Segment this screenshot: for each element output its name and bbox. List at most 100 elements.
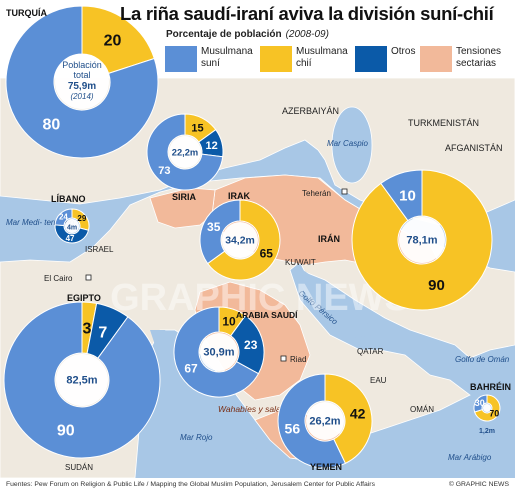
donut-egipto-suni-slice (3, 301, 161, 459)
watermark: GRAPHIC NEWS (110, 277, 410, 319)
donut-libano-population: 4m (67, 225, 77, 232)
donut-arabia_saudi-suni-value: 67 (184, 362, 198, 376)
donut-bahrein-suni-value: 30 (475, 398, 485, 408)
label-turkmenistan: TURKMENISTÁN (408, 118, 479, 128)
donut-iran-chii-value: 90 (428, 277, 445, 294)
credit: © GRAPHIC NEWS (448, 481, 509, 488)
label-mar-mediterraneo: Mar Medi- terráneo (6, 218, 75, 227)
donut-iran: 90 10 78,1m (351, 169, 493, 311)
donut-irak-suni-value: 35 (207, 220, 221, 234)
donut-turquia-center-text-1: total (73, 70, 90, 80)
page-title: La riña saudí-iraní aviva la división su… (120, 3, 494, 24)
country-arabia-saudi-1: ARABIA SAUDÍ (236, 310, 298, 320)
donut-arabia_saudi-otros-value: 23 (244, 338, 258, 352)
donut-turquia-chii-value: 20 (104, 33, 122, 50)
marker-teheran (341, 188, 348, 195)
marker-riad (280, 355, 287, 362)
donut-arabia_saudi-chii-value: 10 (222, 314, 236, 328)
country-siria: SIRIA (172, 192, 197, 202)
donut-yemen: 42 56 26,2m (277, 373, 373, 469)
donut-arabia_saudi: 10 23 67 30,9m (173, 306, 265, 398)
population-donuts: 2080Poblacióntotal75,9m(2014)15127322,2m… (3, 5, 501, 469)
donut-turquia-chii-slice (81, 5, 155, 74)
legend-label-suni: Musulmana suní (201, 46, 253, 69)
country-turquia: TURQUÍA (6, 8, 47, 18)
donut-siria-otros-value: 12 (206, 140, 218, 152)
label-sudan: SUDÁN (65, 463, 93, 472)
legend-swatch-otros (355, 46, 387, 72)
label-afganistan: AFGANISTÁN (445, 143, 503, 153)
legend-label-chii: Musulmana chií (296, 46, 348, 69)
donut-arabia_saudi-suni-slice (173, 306, 260, 398)
donut-yemen-suni-value: 56 (285, 420, 301, 436)
donut-turquia-suni-slice (5, 5, 159, 159)
label-mar-arabigo: Mar Arábigo (448, 453, 492, 462)
donut-bahrein-population: 1,2m (479, 428, 495, 435)
donut-libano-suni-slice (54, 208, 73, 227)
donut-siria-chii-value: 15 (191, 122, 203, 134)
donut-arabia_saudi-center (200, 333, 238, 371)
country-bahrein: BAHRÉIN (470, 382, 511, 392)
subtitle-text: Porcentaje de población (166, 29, 282, 40)
golfo-persico-shape (300, 268, 372, 338)
donut-irak-chii-value: 65 (260, 247, 274, 261)
donut-turquia-center-text-3: (2014) (70, 92, 93, 101)
label-oman: OMÁN (410, 405, 434, 414)
legend-label-otros: Otros (391, 46, 416, 57)
donut-egipto-center (56, 354, 108, 406)
donut-libano-center (65, 219, 79, 233)
sources-footer: Fuentes: Pew Forum on Religion & Public … (6, 481, 375, 488)
donut-egipto: 3 7 90 82,5m (3, 301, 161, 459)
label-azerbaiyan: AZERBAIYÁN (282, 106, 339, 116)
subtitle-years: (2008-09) (285, 29, 329, 40)
label-mar-caspio-1: Mar Caspio (327, 139, 368, 148)
donut-iran-center (399, 217, 445, 263)
country-egipto: EGIPTO (67, 293, 101, 303)
donut-siria-population: 22,2m (172, 148, 199, 158)
country-irak: IRAK (228, 191, 250, 201)
donut-irak-population: 34,2m (225, 236, 255, 247)
donut-egipto-chii-value: 3 (82, 320, 91, 337)
country-labels: TURQUÍA SIRIA LÍBANO IRAK IRÁN EGIPTO AR… (6, 8, 511, 472)
label-israel: ISRAEL (85, 245, 114, 254)
donut-siria-suni-value: 73 (158, 165, 170, 177)
donut-irak-chii-slice (206, 199, 281, 281)
label-teheran: Teherán (302, 189, 331, 198)
label-qatar: QATAR (357, 347, 384, 356)
label-golfo-oman: Golfo de Omán (455, 355, 510, 364)
donut-yemen-population: 26,2m (309, 416, 340, 428)
donut-turquia-center-text-0: Población (62, 60, 102, 70)
donut-bahrein-suni-slice (473, 394, 488, 413)
label-eau: EAU (370, 376, 387, 385)
donut-turquia-center (55, 55, 109, 109)
donut-turquia-center-text-2: 75,9m (68, 81, 96, 92)
donut-libano-chii-value: 29 (77, 214, 86, 223)
chart-subtitle: Porcentaje de población (2008-09) (166, 29, 329, 40)
city-markers (85, 188, 348, 362)
label-wahabies: Wahabíes y salafíes (218, 404, 295, 414)
donut-egipto-otros-value: 7 (98, 324, 107, 341)
donut-yemen-chii-value: 42 (350, 405, 366, 421)
donut-arabia_saudi-population: 30,9m (203, 347, 234, 359)
marker-el-cairo (85, 274, 92, 281)
legend-swatch-suni (165, 46, 197, 72)
donut-iran-chii-slice (351, 169, 493, 311)
donut-egipto-suni-value: 90 (57, 423, 75, 440)
donut-yemen-center (306, 402, 344, 440)
legend-swatch-chii (260, 46, 292, 72)
label-kuwait: KUWAIT (285, 258, 316, 267)
donut-irak-suni-slice (199, 199, 241, 265)
donut-libano-suni-value: 24 (59, 213, 68, 222)
mar-caspio-shape (331, 106, 373, 184)
donut-irak: 65 35 34,2m (199, 199, 281, 281)
legend-label-tensiones: Tensiones sectarias (456, 46, 502, 69)
donut-bahrein-chii-value: 70 (489, 408, 499, 418)
donut-bahrein: 70 30 1,2m (473, 394, 501, 435)
donut-turquia-suni-value: 80 (43, 117, 61, 134)
label-riad: Riad (290, 355, 306, 364)
donut-bahrein-center (483, 404, 491, 412)
donut-iran-suni-value: 10 (399, 188, 416, 205)
